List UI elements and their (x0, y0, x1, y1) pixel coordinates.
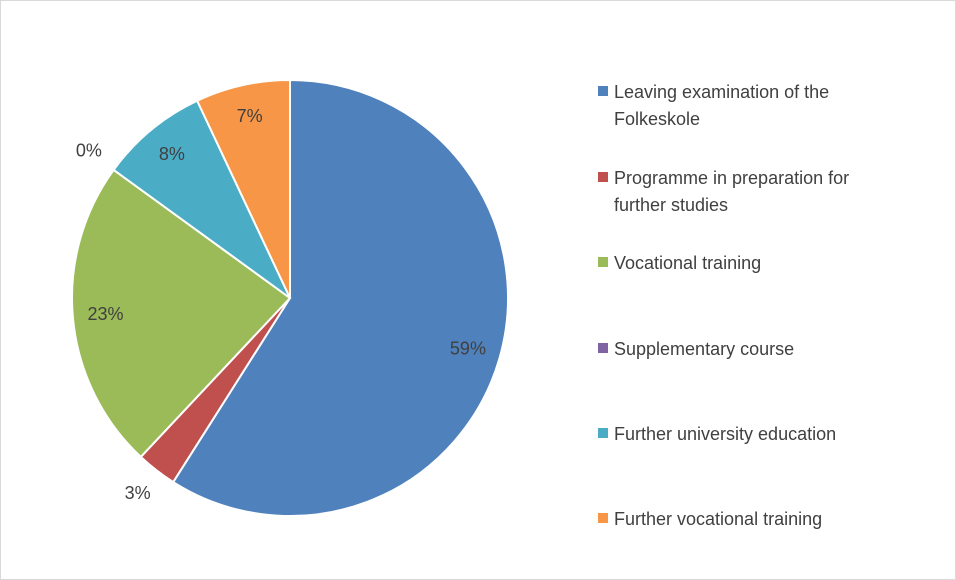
legend-swatch (598, 257, 608, 267)
pie-slice (195, 78, 291, 299)
legend-swatch (598, 428, 608, 438)
legend-label: Further university education (614, 424, 837, 444)
legend-label: Leaving examination of the Folkeskole (614, 82, 830, 129)
pie-slice (71, 168, 292, 459)
legend-label: Further vocational training (614, 509, 823, 529)
data-label: 7% (237, 106, 263, 126)
legend-label: Supplementary course (614, 339, 795, 359)
legend-item: Further university education (598, 421, 898, 448)
data-label: 8% (159, 144, 185, 164)
legend-label: Vocational training (614, 253, 762, 273)
pie-slice (171, 78, 510, 517)
legend-item: Programme in preparation for further stu… (598, 165, 898, 219)
pie-slice (112, 99, 291, 299)
legend-item: Supplementary course (598, 336, 898, 363)
data-label: 59% (450, 338, 486, 358)
data-label: 23% (88, 304, 124, 324)
data-label: 0% (76, 141, 102, 161)
legend-item: Vocational training (598, 250, 898, 277)
legend-swatch (598, 513, 608, 523)
legend-swatch (598, 343, 608, 353)
legend-item: Further vocational training (598, 506, 898, 533)
data-label: 3% (125, 483, 151, 503)
legend-swatch (598, 172, 608, 182)
legend-label: Programme in preparation for further stu… (614, 168, 850, 215)
legend-swatch (598, 86, 608, 96)
legend-item: Leaving examination of the Folkeskole (598, 79, 898, 133)
